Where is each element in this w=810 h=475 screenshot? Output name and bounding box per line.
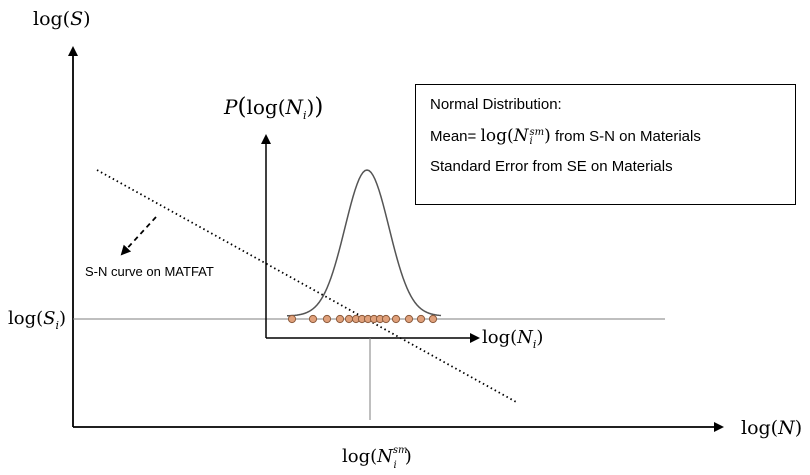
legend-mean-suffix: from S-N on Materials [554, 128, 701, 145]
sample-point [322, 314, 332, 324]
stress-level-label: log(Si) [8, 308, 66, 332]
sn-curve-pointer-arrow [120, 216, 157, 256]
legend-line-mean: Mean= log(N sm i) from S-N on Materials [430, 126, 795, 157]
main-x-axis-label: log(N) [741, 417, 802, 439]
legend-mean-prefix: Mean= [430, 128, 477, 145]
sample-point [287, 314, 297, 324]
legend-box: Normal Distribution: Mean= log(N sm i) fro… [415, 84, 796, 205]
mean-cycles-label: log(Nsm i) [342, 445, 412, 471]
distribution-y-axis-label: P(log(Ni)) [223, 94, 323, 122]
distribution-x-axis-label: log(Ni) [482, 327, 543, 351]
sample-point [308, 314, 318, 324]
sample-point [404, 314, 414, 324]
legend-mean-formula: log(N sm i) [480, 126, 551, 147]
sample-point [344, 314, 354, 324]
sn-curve-line [96, 169, 519, 404]
legend-line-standard-error: Standard Error from SE on Materials [430, 158, 673, 175]
normal-distribution-curve [286, 169, 442, 317]
sample-point [381, 314, 391, 324]
sample-point [391, 314, 401, 324]
legend-line-distribution: Normal Distribution: [430, 96, 562, 113]
main-y-axis-label: log(S) [33, 8, 91, 30]
sample-point [335, 314, 345, 324]
sn-curve-label: S-N curve on MATFAT [85, 264, 214, 279]
sample-point [428, 314, 438, 324]
sample-point [416, 314, 426, 324]
sample-points [287, 314, 438, 324]
